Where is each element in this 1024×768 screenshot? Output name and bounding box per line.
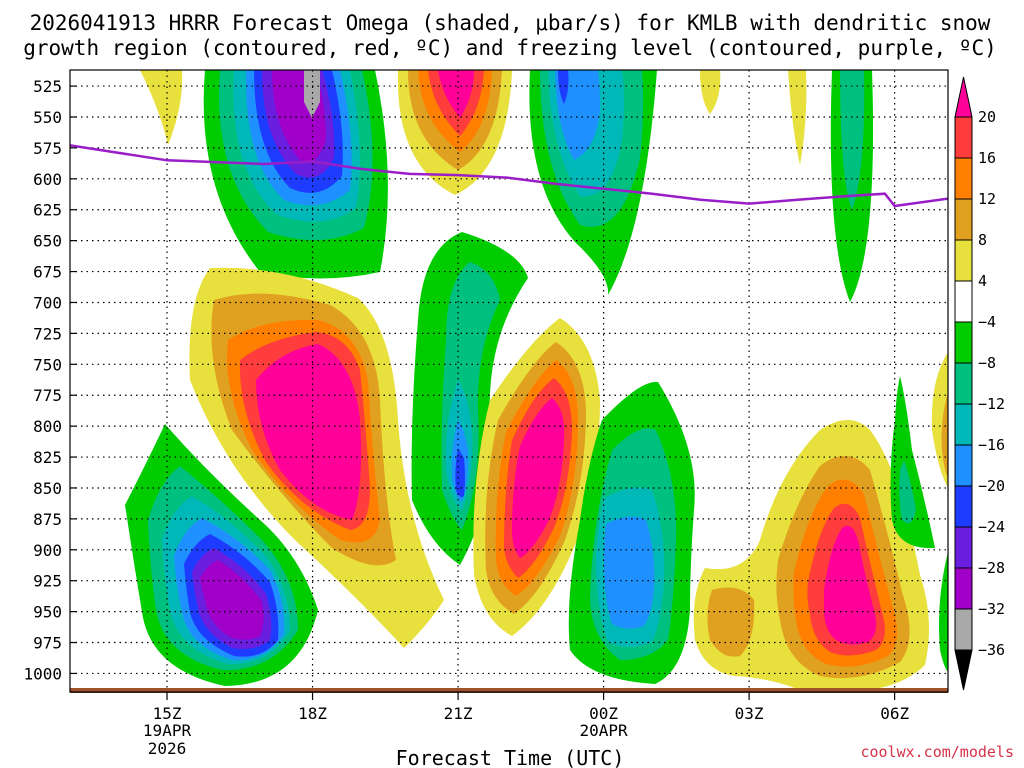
colorbar-bin-9: [954, 444, 973, 487]
x-date-label-20APR: 20APR: [580, 721, 629, 740]
omega-region-yellow: [140, 70, 183, 145]
plot-frame: [69, 69, 949, 693]
y-axis-ticks: [70, 85, 77, 675]
chart-title-line-1: 2026041913 HRRR Forecast Omega (shaded, …: [30, 11, 991, 35]
y-tick-label-525: 525: [33, 77, 62, 96]
omega-region-blue: [455, 448, 465, 498]
omega-region-magenta: [512, 398, 565, 558]
x-date-label-19APR: 19APR: [143, 721, 192, 740]
y-tick-label-925: 925: [33, 572, 62, 591]
colorbar-label-10: −24: [978, 518, 1005, 536]
y-tick-label-800: 800: [33, 417, 62, 436]
chart-title-line-2: growth region (contoured, red, ºC) and f…: [23, 36, 997, 60]
colorbar: [954, 76, 973, 691]
y-tick-label-600: 600: [33, 170, 62, 189]
colorbar-bin-bottom: [954, 649, 973, 691]
omega-region-teal: [899, 460, 916, 524]
omega-region-magenta: [256, 344, 361, 520]
omega-region-gray: [304, 70, 320, 118]
surface-bar: [70, 688, 948, 693]
colorbar-bin-10: [954, 485, 973, 528]
colorbar-bin-6: [954, 321, 973, 364]
x-tick-label-06Z: 06Z: [880, 704, 909, 723]
colorbar-bin-1: [954, 116, 973, 159]
y-tick-label-950: 950: [33, 603, 62, 622]
colorbar-label-13: −36: [978, 641, 1005, 659]
colorbar-bin-5: [954, 280, 973, 323]
y-tick-label-775: 775: [33, 386, 62, 405]
omega-region-lightblue: [604, 516, 655, 629]
omega-region-gold: [707, 587, 755, 657]
freezing-level-line: [70, 144, 948, 208]
horizontal-gridlines: [70, 85, 948, 675]
colorbar-bin-12: [954, 567, 973, 610]
colorbar-labels: 20 16 12 8 4 −4 −8 −12 −16 −20 −24 −28 −32 −36: [978, 108, 1005, 659]
y-axis-tick-labels: 525 550 575 600 625 650 675 700 725 750 775 800 825 8…: [23, 77, 62, 683]
colorbar-bin-top: [954, 76, 973, 118]
watermark: coolwx.com/models: [860, 743, 1014, 761]
colorbar-label-4: 4: [978, 272, 987, 290]
y-tick-label-675: 675: [33, 263, 62, 282]
colorbar-label-2: 12: [978, 190, 996, 208]
y-tick-label-650: 650: [33, 232, 62, 251]
colorbar-bin-11: [954, 526, 973, 569]
y-tick-label-900: 900: [33, 541, 62, 560]
y-tick-label-850: 850: [33, 479, 62, 498]
omega-region-gold: [941, 392, 948, 478]
omega-region-purple: [200, 560, 264, 640]
y-tick-label-625: 625: [33, 201, 62, 220]
vertical-gridlines: [166, 70, 896, 692]
y-tick-label-700: 700: [33, 293, 62, 312]
colorbar-bin-3: [954, 198, 973, 241]
colorbar-label-1: 16: [978, 149, 996, 167]
omega-region-magenta: [824, 525, 876, 645]
y-tick-label-825: 825: [33, 448, 62, 467]
y-tick-label-575: 575: [33, 139, 62, 158]
x-tick-label-00Z: 00Z: [589, 704, 618, 723]
colorbar-label-7: −12: [978, 395, 1005, 413]
y-tick-label-975: 975: [33, 634, 62, 653]
x-tick-label-03Z: 03Z: [735, 704, 764, 723]
colorbar-bin-4: [954, 239, 973, 282]
x-tick-label-18Z: 18Z: [298, 704, 327, 723]
colorbar-label-5: −4: [978, 313, 996, 331]
colorbar-label-12: −32: [978, 600, 1005, 618]
x-tick-label-15Z: 15Z: [153, 704, 182, 723]
colorbar-bin-8: [954, 403, 973, 446]
x-year-label: 2026: [148, 739, 187, 758]
x-tick-label-21Z: 21Z: [444, 704, 473, 723]
colorbar-label-11: −28: [978, 559, 1005, 577]
y-tick-label-750: 750: [33, 355, 62, 374]
colorbar-bin-13: [954, 608, 973, 651]
omega-region-teal: [840, 70, 865, 210]
y-tick-label-725: 725: [33, 324, 62, 343]
y-tick-label-550: 550: [33, 108, 62, 127]
colorbar-label-0: 20: [978, 108, 996, 126]
colorbar-label-3: 8: [978, 231, 987, 249]
colorbar-label-9: −20: [978, 477, 1005, 495]
x-axis-ticks: [166, 692, 896, 700]
omega-region-yellow: [700, 70, 721, 114]
y-tick-label-1000: 1000: [23, 664, 62, 683]
y-tick-label-875: 875: [33, 510, 62, 529]
colorbar-bin-7: [954, 362, 973, 405]
omega-region-blue: [558, 70, 569, 104]
colorbar-label-8: −16: [978, 436, 1005, 454]
omega-region-magenta: [438, 70, 474, 118]
colorbar-label-6: −8: [978, 354, 996, 372]
x-axis-title: Forecast Time (UTC): [396, 746, 625, 768]
colorbar-bin-2: [954, 157, 973, 200]
